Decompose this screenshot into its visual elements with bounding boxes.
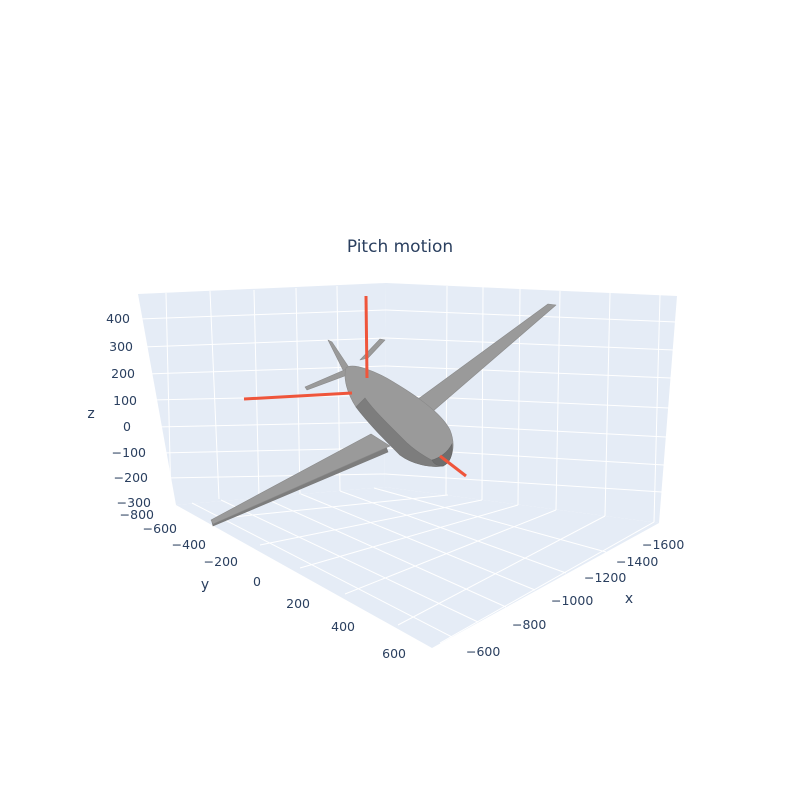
scene-panes — [138, 283, 677, 648]
body-axis-x — [439, 454, 467, 478]
y-tick: −400 — [172, 537, 206, 552]
z-ticks: 400 300 200 100 0 −100 −200 −300 — [106, 311, 151, 510]
y-ticks: −800 −600 −400 −200 0 200 400 600 — [120, 507, 406, 661]
z-tick: 200 — [111, 366, 135, 381]
x-axis-label: x — [625, 591, 633, 607]
y-tick: 600 — [382, 646, 406, 661]
z-tick: −300 — [117, 495, 151, 510]
x-tick: −1200 — [584, 570, 626, 585]
x-ticks: −1600 −1400 −1200 −1000 −800 −600 — [466, 537, 684, 659]
z-tick: 0 — [123, 419, 131, 434]
x-tick: −1600 — [642, 537, 684, 552]
y-tick: 0 — [253, 574, 261, 589]
gridlines — [138, 285, 677, 644]
z-tick: 400 — [106, 311, 130, 326]
aircraft-mesh — [210, 303, 557, 527]
y-tick: 200 — [286, 596, 310, 611]
y-tick: −800 — [120, 507, 154, 522]
z-axis-label: z — [87, 406, 94, 422]
z-tick: 300 — [109, 339, 133, 354]
y-tick: −200 — [204, 554, 238, 569]
pane-xz — [384, 283, 677, 523]
body-axis-z — [364, 295, 369, 379]
z-tick: −200 — [114, 470, 148, 485]
x-tick: −800 — [512, 617, 546, 632]
body-axis-y — [243, 391, 353, 401]
body-axes — [243, 295, 467, 478]
y-axis-label: y — [201, 577, 209, 593]
z-tick: 100 — [113, 393, 137, 408]
chart-title: Pitch motion — [347, 237, 453, 257]
y-tick: −600 — [143, 521, 177, 536]
x-tick: −1000 — [551, 593, 593, 608]
y-tick: 400 — [331, 619, 355, 634]
x-tick: −600 — [466, 644, 500, 659]
left-wing — [210, 433, 391, 525]
x-tick: −1400 — [616, 554, 658, 569]
z-tick: −100 — [112, 445, 146, 460]
